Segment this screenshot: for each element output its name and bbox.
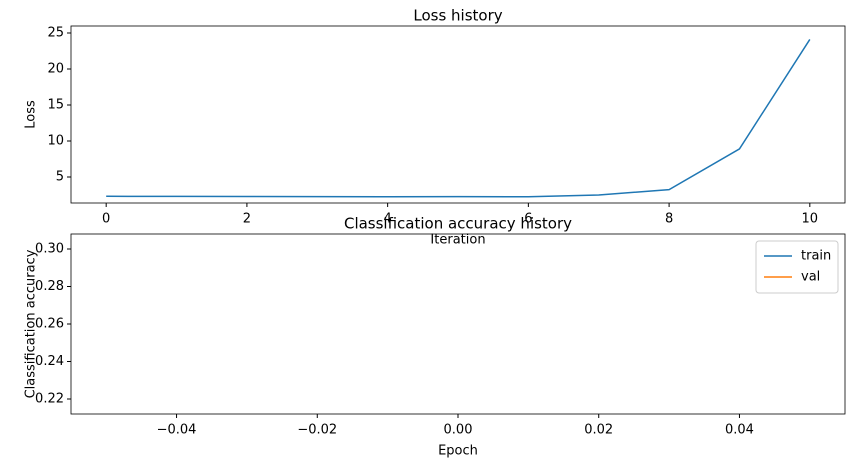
y-tick-label: 0.26 xyxy=(35,317,64,332)
y-tick-label: 5 xyxy=(56,170,64,185)
x-tick-label: −0.02 xyxy=(297,423,337,438)
line-series xyxy=(106,39,811,198)
y-tick-label: 15 xyxy=(47,97,64,112)
y-tick-label: 0.30 xyxy=(35,242,64,257)
legend-label: val xyxy=(801,270,820,285)
y-axis-label: Classification accuracy xyxy=(24,249,39,398)
axes-frame xyxy=(70,25,846,204)
x-tick-label: 0 xyxy=(102,212,110,227)
y-tick-label: 20 xyxy=(47,61,64,76)
y-tick-label: 0.28 xyxy=(35,279,64,294)
legend-label: train xyxy=(801,249,831,264)
legend-box xyxy=(755,240,839,294)
y-axis-label: Loss xyxy=(24,100,39,129)
x-axis-label: Iteration xyxy=(430,233,485,248)
chart-title: Classification accuracy history xyxy=(344,215,572,233)
y-tick-label: 0.24 xyxy=(35,354,64,369)
chart-title: Loss history xyxy=(413,7,502,25)
y-tick-label: 25 xyxy=(47,25,64,40)
x-tick-label: −0.04 xyxy=(157,423,197,438)
axes-frame xyxy=(70,233,846,415)
x-tick-label: 0.04 xyxy=(725,423,754,438)
x-tick-label: 10 xyxy=(802,212,819,227)
x-axis-label: Epoch xyxy=(438,444,478,459)
y-tick-label: 0.22 xyxy=(35,392,64,407)
x-tick-label: 0.00 xyxy=(444,423,473,438)
x-tick-label: 2 xyxy=(243,212,251,227)
x-tick-label: 8 xyxy=(665,212,673,227)
x-tick-label: 6 xyxy=(524,212,532,227)
x-tick-label: 0.02 xyxy=(584,423,613,438)
y-tick-label: 10 xyxy=(47,133,64,148)
x-tick-label: 4 xyxy=(383,212,391,227)
